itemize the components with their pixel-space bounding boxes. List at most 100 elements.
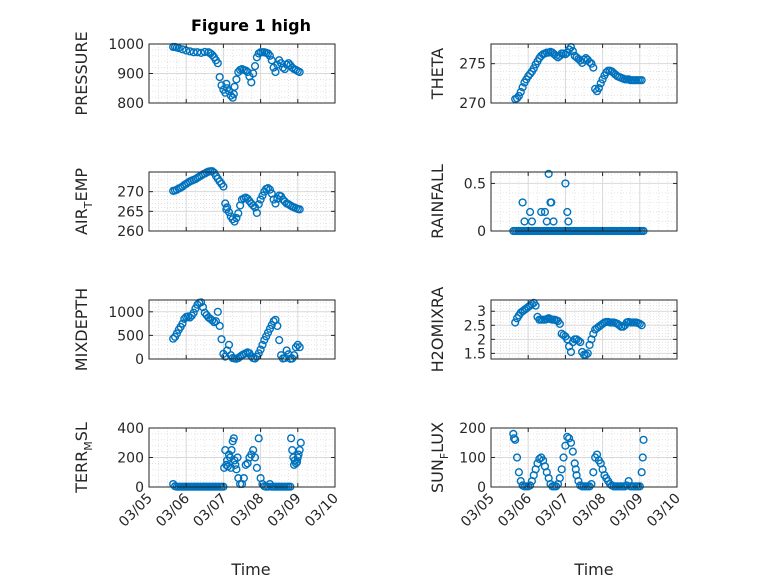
data-point: [215, 72, 224, 82]
data-point: [241, 460, 250, 469]
y-tick-label: 2.5: [464, 318, 486, 334]
data-point: [292, 457, 302, 467]
axes-box: [490, 299, 678, 360]
data-point: [571, 465, 580, 474]
data-point: [568, 447, 577, 456]
data-point: [275, 336, 284, 345]
data-point: [256, 345, 265, 354]
data-point: [565, 45, 574, 54]
data-point: [512, 453, 522, 462]
data-point: [637, 321, 646, 330]
data-point: [222, 79, 231, 88]
y-tick-label: 0: [477, 480, 486, 496]
y-tick-label: 100: [459, 451, 486, 467]
y-tick-label: 270: [459, 96, 486, 112]
y-tick-label: 275: [459, 57, 486, 73]
data-point: [208, 50, 217, 60]
data-point: [589, 63, 598, 72]
data-point: [525, 69, 535, 78]
data-point: [208, 316, 217, 325]
data-point: [591, 84, 600, 93]
data-point: [551, 482, 561, 491]
data-point: [185, 47, 195, 56]
data-point: [549, 217, 558, 226]
data-point: [531, 301, 540, 310]
y-axis-label: THETA: [428, 48, 447, 100]
data-point: [224, 340, 234, 349]
data-point: [557, 465, 566, 474]
data-point: [263, 49, 273, 58]
data-point: [241, 66, 250, 75]
data-point: [525, 481, 535, 490]
y-tick-label: 1.5: [464, 346, 486, 362]
data-point: [559, 453, 568, 462]
subplot-air-temp: 270 265 260 AIRTEMP: [72, 167, 336, 240]
y-tick-label: 500: [117, 328, 144, 344]
y-axis-label: TERRMSL: [72, 422, 95, 494]
axes-box: [490, 43, 678, 104]
data-point: [589, 329, 598, 338]
data-point: [527, 300, 537, 309]
data-point: [594, 83, 603, 93]
data-point: [565, 434, 574, 443]
data-point: [635, 319, 644, 328]
subplot-rainfall: 0.5 0 RAINFALL: [428, 164, 678, 240]
data-point: [228, 93, 237, 102]
data-point: [200, 47, 209, 57]
data-point: [585, 482, 594, 491]
data-point: [273, 321, 282, 331]
data-point: [527, 217, 537, 226]
data-point: [249, 446, 258, 455]
y-tick-label: 1000: [108, 37, 144, 53]
subplot-h2omixra: 32.521.5 H2OMIXRA: [428, 287, 678, 373]
data-point: [254, 434, 263, 443]
y-tick-label: 200: [117, 451, 144, 467]
y-axis-label: AIRTEMP: [72, 168, 95, 235]
data-point: [296, 438, 305, 447]
data-point: [265, 51, 275, 60]
data-point: [516, 477, 525, 486]
data-point: [638, 453, 647, 462]
data-point: [227, 446, 236, 455]
y-tick-label: 400: [117, 421, 144, 437]
data-point: [637, 76, 646, 85]
data-point: [252, 463, 261, 472]
y-axis-label: RAINFALL: [428, 164, 447, 239]
data-point: [583, 349, 592, 358]
data-point: [224, 208, 234, 217]
data-point: [254, 200, 263, 209]
data-point: [511, 318, 520, 327]
data-point: [525, 207, 535, 217]
y-axis-label: PRESSURE: [72, 31, 91, 115]
data-point: [258, 191, 267, 200]
data-point: [269, 195, 278, 204]
data-point: [576, 338, 585, 347]
data-point: [596, 79, 605, 88]
data-point: [252, 208, 261, 218]
subplot-theta: 275 270 THETA: [428, 43, 678, 112]
data-point: [213, 307, 222, 316]
data-point: [544, 169, 553, 179]
data-point: [213, 59, 222, 68]
data-point: [563, 432, 572, 441]
y-tick-label: 1000: [108, 305, 144, 321]
y-axis-label: H2OMIXRA: [428, 287, 447, 373]
y-tick-label: 0: [135, 352, 144, 368]
data-point: [234, 209, 243, 218]
data-point: [239, 474, 248, 483]
data-point: [243, 67, 252, 77]
data-point: [219, 182, 228, 191]
data-point: [589, 468, 598, 477]
data-point: [256, 195, 265, 204]
data-point: [249, 201, 258, 210]
data-point: [295, 67, 304, 77]
y-tick-label: 2: [477, 332, 486, 348]
data-point: [563, 207, 572, 217]
y-tick-label: 265: [117, 204, 144, 220]
axes-box: [148, 171, 336, 232]
data-point: [294, 450, 303, 459]
data-point: [585, 57, 594, 67]
data-point: [221, 199, 230, 208]
data-point: [537, 207, 546, 217]
data-point: [295, 205, 304, 214]
